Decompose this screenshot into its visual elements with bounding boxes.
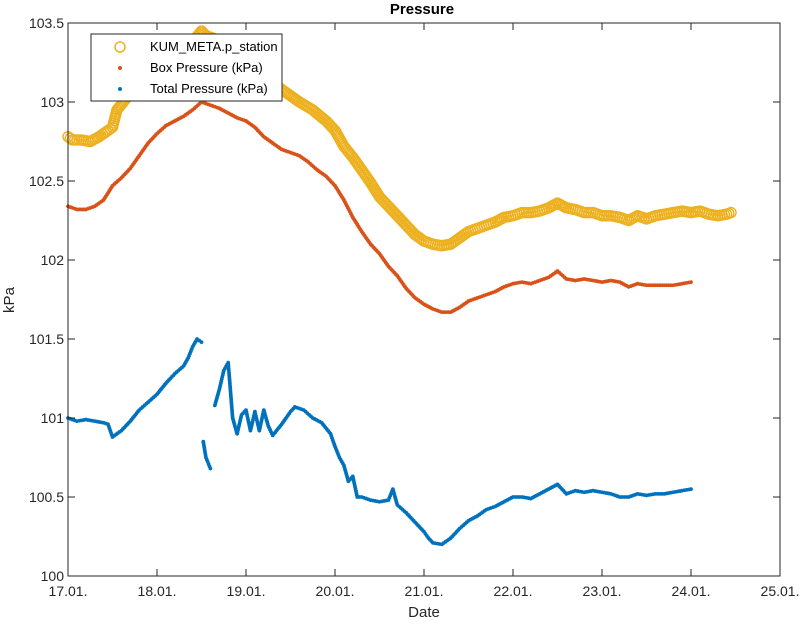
legend-label-total: Total Pressure (kPa) (150, 81, 268, 96)
y-tick-label: 103.5 (29, 15, 64, 31)
legend-marker-station (114, 41, 126, 53)
x-tick-label: 25.01. (761, 583, 800, 599)
chart-title: Pressure (390, 1, 454, 18)
data-point (689, 487, 693, 491)
x-axis-title: Date (408, 604, 440, 621)
legend-marker-total (118, 87, 122, 91)
x-tick-label: 19.01. (227, 583, 266, 599)
legend-label-box: Box Pressure (kPa) (150, 60, 263, 75)
legend-box (90, 33, 283, 102)
y-tick-label: 100 (41, 568, 65, 584)
x-tick-label: 18.01. (138, 583, 177, 599)
data-point (199, 340, 204, 345)
data-point (725, 206, 737, 219)
series-2 (66, 337, 693, 547)
y-tick-label: 102 (41, 252, 65, 268)
x-tick-label: 21.01. (405, 583, 444, 599)
data-point (208, 466, 213, 471)
y-tick-label: 103 (41, 94, 65, 110)
x-tick-label: 24.01. (672, 583, 711, 599)
legend-label-station: KUM_META.p_station (150, 39, 278, 54)
legend-marker-box (118, 66, 122, 70)
y-tick-label: 101 (41, 410, 65, 426)
axes-layer: 17.01. 18.01. 19.01. 20.01. 21.01. 22.01. 23.0… (29, 15, 800, 599)
legend: KUM_META.p_station Box Pressure (kPa) To… (90, 33, 283, 102)
y-tick-label: 102.5 (29, 173, 64, 189)
x-tick-label: 23.01. (583, 583, 622, 599)
x-tick-label: 17.01. (49, 583, 88, 599)
x-tick-label: 20.01. (316, 583, 355, 599)
series-1 (66, 100, 693, 315)
data-point (689, 280, 693, 285)
y-tick-label: 100.5 (29, 489, 64, 505)
y-axis-title: kPa (1, 286, 18, 313)
y-tick-label: 101.5 (29, 331, 64, 347)
x-tick-label: 22.01. (494, 583, 533, 599)
plot-frame (67, 22, 781, 577)
